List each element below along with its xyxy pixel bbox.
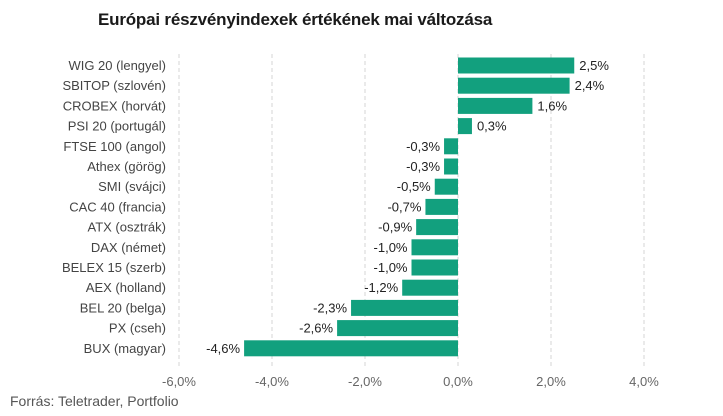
category-label: PSI 20 (portugál)	[68, 119, 166, 134]
x-tick-label: 0,0%	[443, 374, 473, 389]
value-label: 1,6%	[537, 98, 567, 113]
category-label: PX (cseh)	[109, 321, 166, 336]
value-label: -2,3%	[313, 300, 347, 315]
bar	[402, 279, 458, 296]
bar	[244, 340, 458, 357]
value-label: 0,3%	[477, 119, 507, 134]
category-label: SBITOP (szlovén)	[62, 78, 166, 93]
bar	[458, 97, 533, 114]
value-label: -0,3%	[406, 139, 440, 154]
value-label: -4,6%	[206, 341, 240, 356]
bar	[434, 178, 458, 195]
value-label: -1,0%	[374, 260, 408, 275]
category-label: DAX (német)	[91, 240, 166, 255]
bar	[458, 57, 575, 74]
x-tick-label: -6,0%	[162, 374, 196, 389]
value-label: -2,6%	[299, 321, 333, 336]
value-label: -1,0%	[374, 240, 408, 255]
value-label: -0,7%	[387, 199, 421, 214]
bar	[351, 299, 458, 316]
chart-title: Európai részvényindexek értékének mai vá…	[98, 10, 493, 29]
category-label: FTSE 100 (angol)	[63, 139, 166, 154]
category-label: CAC 40 (francia)	[69, 199, 166, 214]
category-label: ATX (osztrák)	[88, 220, 167, 235]
bar	[444, 138, 458, 155]
category-label: CROBEX (horvát)	[63, 98, 166, 113]
bar	[444, 158, 458, 175]
x-tick-label: 2,0%	[536, 374, 566, 389]
category-label: SMI (svájci)	[98, 179, 166, 194]
value-label: -0,5%	[397, 179, 431, 194]
category-label: WIG 20 (lengyel)	[68, 58, 166, 73]
x-tick-label: -4,0%	[255, 374, 289, 389]
category-label: BELEX 15 (szerb)	[62, 260, 166, 275]
x-tick-label: -2,0%	[348, 374, 382, 389]
category-label: Athex (görög)	[87, 159, 166, 174]
bar	[411, 259, 458, 276]
x-tick-label: 4,0%	[629, 374, 659, 389]
value-label: 2,4%	[575, 78, 605, 93]
value-label: -1,2%	[364, 280, 398, 295]
value-label: -0,3%	[406, 159, 440, 174]
value-label: 2,5%	[579, 58, 609, 73]
bar	[458, 77, 570, 94]
bar	[416, 219, 458, 236]
source-note: Forrás: Teletrader, Portfolio	[10, 393, 179, 409]
bar	[337, 320, 458, 337]
bar	[411, 239, 458, 256]
category-label: BUX (magyar)	[84, 341, 166, 356]
category-label: BEL 20 (belga)	[80, 300, 166, 315]
value-label: -0,9%	[378, 220, 412, 235]
bar	[458, 118, 472, 135]
category-label: AEX (holland)	[86, 280, 166, 295]
bar	[425, 198, 458, 215]
